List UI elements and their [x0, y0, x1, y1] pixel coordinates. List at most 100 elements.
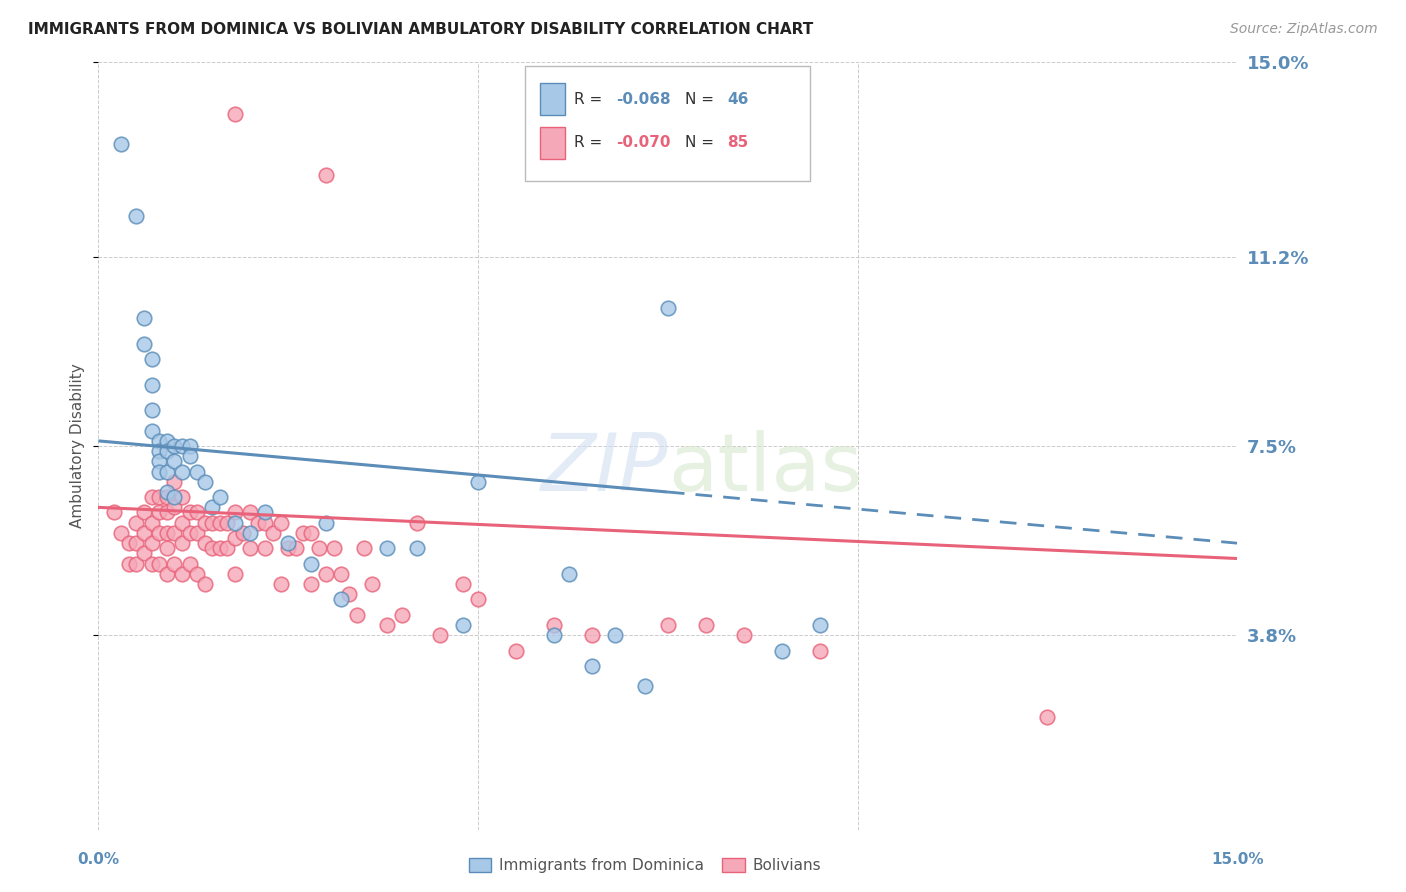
Point [299, 557, 322, 571]
Point [217, 516, 239, 530]
Point [634, 679, 657, 693]
Point [299, 577, 322, 591]
Point [254, 541, 277, 556]
Point [239, 541, 262, 556]
Point [141, 424, 163, 438]
Point [118, 536, 141, 550]
Point [224, 506, 246, 520]
Text: N =: N = [685, 92, 718, 107]
Text: Source: ZipAtlas.com: Source: ZipAtlas.com [1230, 22, 1378, 37]
Point [141, 352, 163, 367]
Point [353, 541, 375, 556]
Point [315, 566, 337, 581]
Point [179, 557, 201, 571]
Point [451, 618, 474, 632]
Point [543, 618, 565, 632]
Point [110, 137, 132, 152]
Point [156, 506, 179, 520]
Point [163, 439, 186, 453]
Point [695, 618, 717, 632]
Point [391, 607, 413, 622]
Point [375, 618, 398, 632]
Legend: Immigrants from Dominica, Bolivians: Immigrants from Dominica, Bolivians [463, 852, 828, 880]
Point [315, 516, 337, 530]
Point [163, 475, 186, 489]
Point [148, 465, 170, 479]
Text: IMMIGRANTS FROM DOMINICA VS BOLIVIAN AMBULATORY DISABILITY CORRELATION CHART: IMMIGRANTS FROM DOMINICA VS BOLIVIAN AMB… [28, 22, 813, 37]
Text: 46: 46 [727, 92, 748, 107]
Point [239, 506, 262, 520]
Point [163, 525, 186, 540]
Point [194, 577, 217, 591]
Point [254, 506, 277, 520]
Point [179, 439, 201, 453]
Point [118, 557, 141, 571]
Text: -0.070: -0.070 [617, 136, 671, 151]
Point [170, 490, 193, 504]
Point [148, 454, 170, 468]
Point [208, 516, 231, 530]
Point [467, 475, 489, 489]
Point [406, 541, 429, 556]
Point [170, 516, 193, 530]
Point [132, 546, 155, 560]
Point [156, 566, 179, 581]
Point [141, 557, 163, 571]
Point [270, 577, 292, 591]
Point [224, 531, 246, 545]
Point [208, 541, 231, 556]
Text: 0.0%: 0.0% [77, 852, 120, 867]
Point [141, 403, 163, 417]
Text: -0.068: -0.068 [617, 92, 671, 107]
Point [163, 454, 186, 468]
Point [270, 516, 292, 530]
Point [308, 541, 330, 556]
Point [156, 485, 179, 500]
Point [201, 516, 224, 530]
Point [232, 525, 254, 540]
Point [467, 592, 489, 607]
Point [360, 577, 382, 591]
Point [603, 628, 626, 642]
Point [156, 465, 179, 479]
Point [346, 607, 368, 622]
Point [451, 577, 474, 591]
Point [156, 434, 179, 448]
Point [148, 434, 170, 448]
Point [284, 541, 307, 556]
Point [277, 536, 299, 550]
Point [337, 587, 360, 601]
Point [224, 106, 246, 120]
Point [322, 541, 344, 556]
Point [148, 444, 170, 458]
Point [141, 536, 163, 550]
Point [201, 500, 224, 515]
Point [246, 516, 269, 530]
Point [156, 490, 179, 504]
Point [148, 506, 170, 520]
Point [156, 525, 179, 540]
Point [186, 566, 208, 581]
Point [292, 525, 315, 540]
Text: 85: 85 [727, 136, 748, 151]
Point [186, 506, 208, 520]
Point [170, 536, 193, 550]
Point [262, 525, 284, 540]
Text: R =: R = [575, 136, 607, 151]
Point [194, 516, 217, 530]
Point [770, 643, 793, 657]
Point [186, 525, 208, 540]
Point [125, 209, 148, 223]
Text: atlas: atlas [668, 430, 862, 508]
Y-axis label: Ambulatory Disability: Ambulatory Disability [70, 364, 86, 528]
Point [163, 490, 186, 504]
Point [330, 592, 353, 607]
Point [277, 541, 299, 556]
Text: R =: R = [575, 92, 607, 107]
Point [239, 525, 262, 540]
Point [224, 566, 246, 581]
Point [543, 628, 565, 642]
Point [330, 566, 353, 581]
Point [179, 449, 201, 463]
Point [148, 557, 170, 571]
